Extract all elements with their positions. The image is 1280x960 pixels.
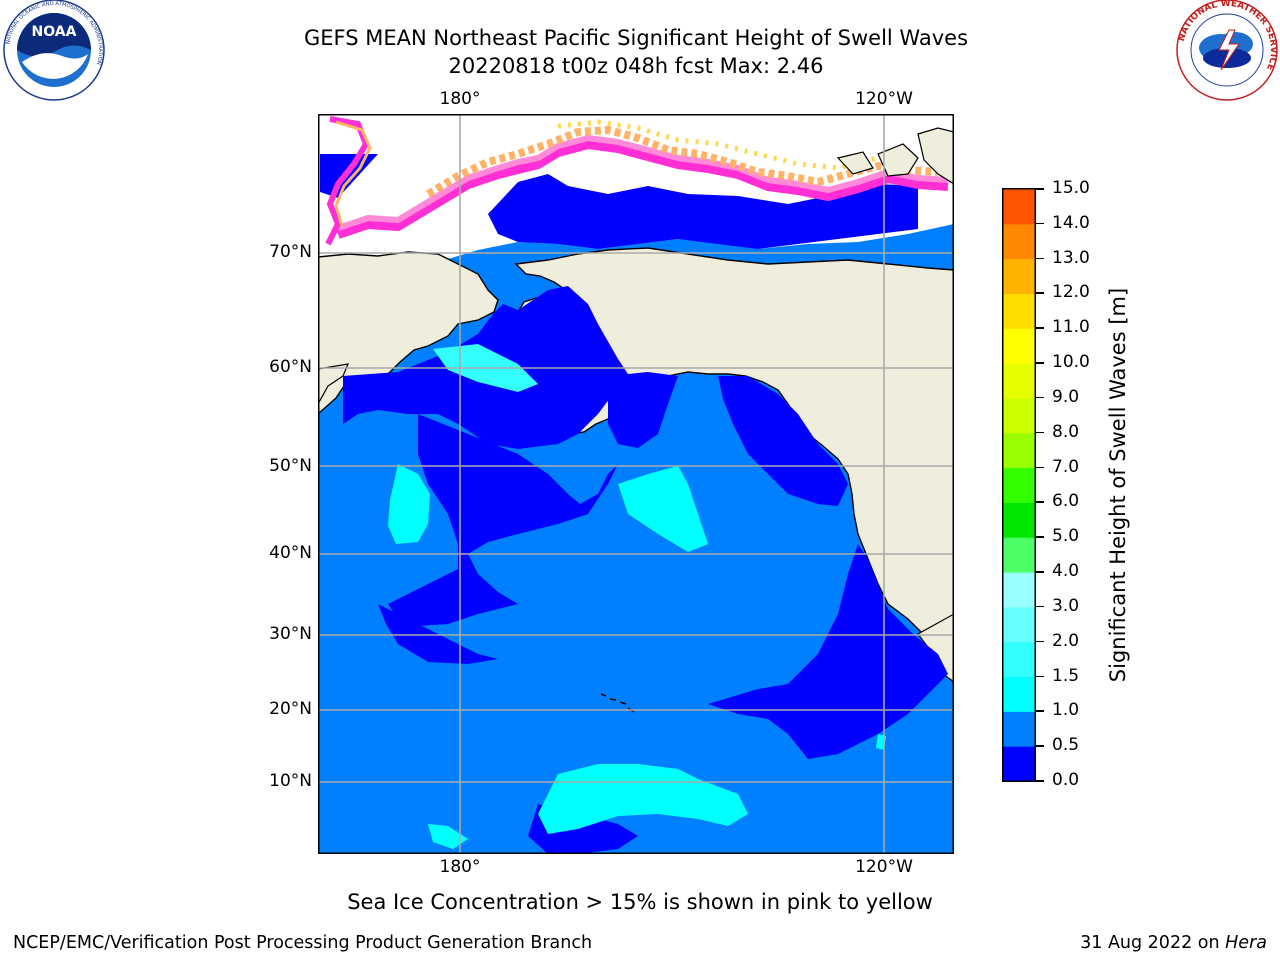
lat-label-20n: 20°N	[269, 699, 312, 719]
colorbar-tick-mark	[1036, 292, 1044, 294]
colorbar-segment	[1003, 293, 1035, 329]
colorbar-tick-label: 15.0	[1052, 178, 1090, 198]
colorbar-tick-label: 5.0	[1052, 526, 1080, 547]
colorbar-segment	[1003, 328, 1035, 364]
footer-date: 31 Aug 2022 on Hera	[1080, 933, 1267, 953]
colorbar-label: Significant Height of Swell Waves [m]	[1106, 287, 1130, 683]
colorbar-segment	[1003, 258, 1035, 294]
lat-label-30n: 30°N	[269, 624, 312, 644]
colorbar-tick-label: 12.0	[1052, 282, 1090, 303]
colorbar-frame	[1002, 188, 1036, 782]
nws-logo: NATIONAL WEATHER SERVICE	[1176, 0, 1278, 101]
lat-label-60n: 60°N	[269, 357, 312, 377]
swell-low-central	[388, 414, 618, 626]
colorbar-tick-label: 2.0	[1052, 630, 1080, 651]
colorbar-tick-label: 14.0	[1052, 212, 1090, 233]
colorbar-segment	[1003, 397, 1035, 434]
map-frame	[318, 114, 954, 854]
colorbar-segment	[1003, 606, 1035, 643]
sea-ice-band	[336, 139, 949, 239]
colorbar-tick-mark	[1036, 710, 1044, 712]
sea-ice-note: Sea Ice Concentration > 15% is shown in …	[347, 890, 933, 914]
graticule	[318, 114, 954, 854]
colorbar	[1002, 188, 1036, 782]
swell-cyan-aleutian-west	[388, 464, 430, 544]
swell-height-map	[318, 114, 954, 854]
colorbar-tick-mark	[1036, 431, 1044, 434]
colorbar-tick-label: 6.0	[1052, 491, 1080, 512]
colorbar-tick-mark	[1036, 466, 1044, 469]
sea-ice-west	[325, 116, 370, 246]
colorbar-tick-mark	[1036, 188, 1044, 190]
swell-low-coast	[718, 376, 848, 506]
lat-label-10n: 10°N	[269, 771, 312, 791]
colorbar-tick-label: 0.5	[1052, 735, 1080, 756]
lat-label-50n: 50°N	[269, 456, 312, 476]
colorbar-tick-mark	[1036, 327, 1044, 329]
footer-credit: NCEP/EMC/Verification Post Processing Pr…	[13, 933, 593, 953]
colorbar-segment	[1003, 363, 1035, 399]
colorbar-tick-label: 10.0	[1052, 352, 1090, 373]
colorbar-segment	[1003, 432, 1035, 469]
colorbar-segment	[1003, 189, 1035, 225]
colorbar-segment	[1003, 502, 1035, 538]
colorbar-segment	[1003, 711, 1035, 747]
lon-label-top-180: 180°	[439, 89, 481, 109]
swell-low-west-patch	[378, 604, 498, 664]
arctic-low-swell	[488, 174, 918, 249]
swell-cyan-central	[618, 466, 708, 552]
noaa-logo-text: NOAA	[32, 24, 77, 40]
colorbar-tick-label: 8.0	[1052, 421, 1080, 442]
colorbar-tick-label: 3.0	[1052, 595, 1080, 616]
colorbar-tick-label: 0.0	[1052, 770, 1080, 790]
colorbar-tick-mark	[1036, 640, 1044, 643]
colorbar-tick-mark	[1036, 745, 1044, 747]
colorbar-tick-label: 9.0	[1052, 386, 1080, 407]
colorbar-tick-mark	[1036, 396, 1044, 399]
footer-date-text: 31 Aug 2022 on	[1080, 933, 1226, 953]
colorbar-tick-mark	[1036, 675, 1044, 678]
colorbar-tick-label: 1.0	[1052, 700, 1080, 721]
colorbar-tick-label: 13.0	[1052, 247, 1090, 268]
lon-label-top-120w: 120°W	[855, 89, 913, 109]
sea-ice-band-outer	[425, 126, 939, 198]
colorbar-tick-label: 4.0	[1052, 561, 1080, 582]
colorbar-tick-mark	[1036, 780, 1044, 782]
colorbar-tick-mark	[1036, 222, 1044, 225]
land-kamchatka	[318, 363, 349, 406]
map-title: GEFS MEAN Northeast Pacific Significant …	[303, 26, 969, 50]
colorbar-tick-mark	[1036, 257, 1044, 260]
footer-machine: Hera	[1225, 933, 1267, 953]
colorbar-tick-mark	[1036, 362, 1044, 364]
colorbar-segment	[1003, 223, 1035, 260]
lon-label-bottom-120w: 120°W	[855, 857, 913, 877]
map-subtitle: 20220818 t00z 048h fcst Max: 2.46	[448, 54, 824, 78]
lat-label-70n: 70°N	[269, 242, 312, 262]
lat-label-40n: 40°N	[269, 543, 312, 563]
colorbar-segment	[1003, 537, 1035, 573]
colorbar-segment	[1003, 572, 1035, 608]
swell-cyan-tropical-west	[428, 824, 468, 849]
noaa-logo: NOAA NATIONAL OCEANIC AND ATMOSPHERIC AD…	[3, 0, 105, 101]
colorbar-segment	[1003, 746, 1035, 782]
colorbar-tick-mark	[1036, 536, 1044, 538]
land-arctic-islands	[836, 127, 954, 185]
lon-label-bottom-180: 180°	[439, 857, 481, 877]
swell-low-gulf-alaska	[608, 372, 678, 448]
colorbar-tick-label: 11.0	[1052, 317, 1090, 338]
colorbar-segment	[1003, 467, 1035, 503]
colorbar-tick-label: 1.5	[1052, 665, 1080, 686]
sea-ice-yellow-patches	[557, 119, 919, 171]
sea-ice-band-inner	[337, 135, 949, 231]
colorbar-tick-mark	[1036, 605, 1044, 608]
swell-low-east-subtropical	[708, 544, 948, 759]
colorbar-tick-mark	[1036, 501, 1044, 503]
colorbar-tick-label: 7.0	[1052, 456, 1080, 477]
colorbar-tick-mark	[1036, 571, 1044, 573]
colorbar-segment	[1003, 641, 1035, 678]
colorbar-segment	[1003, 676, 1035, 712]
land-hawaii	[600, 693, 635, 713]
sea-ice-west-inner	[334, 120, 372, 227]
